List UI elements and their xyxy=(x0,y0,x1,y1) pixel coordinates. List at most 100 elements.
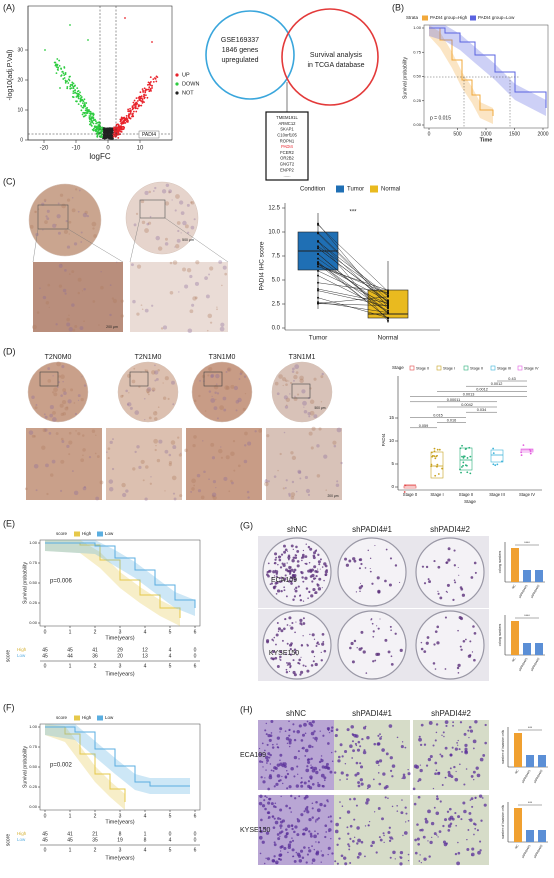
texture xyxy=(116,261,118,263)
texture xyxy=(291,370,295,373)
risk-count: 12 xyxy=(142,647,148,653)
cell xyxy=(320,850,322,852)
colony xyxy=(275,643,277,646)
cell xyxy=(349,837,352,840)
axis-line xyxy=(317,296,389,304)
point xyxy=(317,301,319,304)
colony xyxy=(294,650,296,653)
texture xyxy=(44,200,47,203)
cell xyxy=(428,855,431,858)
x-tick-label: 2 xyxy=(94,847,97,853)
cell xyxy=(355,761,359,765)
cell xyxy=(311,845,313,848)
x-tick-label: 0 xyxy=(44,813,47,819)
risk-count: 45 xyxy=(67,647,73,653)
cell xyxy=(344,862,348,866)
texture xyxy=(179,494,183,498)
colony xyxy=(317,560,321,564)
cell xyxy=(268,797,271,800)
cell xyxy=(405,812,408,815)
colony xyxy=(294,556,298,560)
texture xyxy=(211,494,215,498)
texture xyxy=(49,405,54,410)
cell xyxy=(259,829,263,834)
point xyxy=(106,131,109,134)
cell xyxy=(312,737,315,739)
texture xyxy=(60,412,64,417)
point xyxy=(129,112,132,115)
texture xyxy=(68,273,71,276)
cell xyxy=(288,738,292,743)
cell xyxy=(468,725,472,729)
colony xyxy=(353,639,357,643)
texture xyxy=(135,212,139,215)
legend-swatch xyxy=(470,15,476,21)
cell xyxy=(289,840,292,844)
point xyxy=(151,85,153,87)
point xyxy=(72,87,75,90)
cell xyxy=(360,782,364,786)
point xyxy=(62,78,65,80)
point xyxy=(112,133,115,136)
texture xyxy=(336,427,342,433)
y-tick-label: 15 xyxy=(389,415,395,420)
legend-title: score xyxy=(56,531,68,536)
point xyxy=(118,129,120,132)
gene-name: FCER2 xyxy=(280,150,294,155)
cell xyxy=(316,808,321,813)
colony xyxy=(301,553,305,557)
cell xyxy=(476,829,479,832)
colony xyxy=(462,639,466,643)
risk-count: 45 xyxy=(42,653,48,659)
texture xyxy=(111,297,115,300)
x-tick-label: 1 xyxy=(69,847,72,853)
gene-name: PADI4 xyxy=(281,144,293,149)
colony xyxy=(295,621,297,623)
texture xyxy=(178,200,184,205)
panel-label: (C) xyxy=(3,176,16,186)
cell xyxy=(267,815,271,819)
cell xyxy=(443,842,448,847)
texture xyxy=(147,221,152,225)
cell xyxy=(399,862,403,866)
x-tick-label: 3 xyxy=(119,629,122,635)
point xyxy=(146,96,149,99)
texture xyxy=(305,488,311,494)
cell xyxy=(285,828,288,831)
cell xyxy=(315,740,318,742)
colony xyxy=(425,565,429,569)
texture xyxy=(71,270,75,274)
point xyxy=(77,103,80,106)
texture xyxy=(309,387,312,390)
texture xyxy=(219,405,224,410)
cell xyxy=(463,732,467,736)
colony xyxy=(276,622,279,624)
gene-name: ARMC12 xyxy=(279,121,297,126)
colony xyxy=(274,569,277,571)
cell xyxy=(270,802,274,806)
texture xyxy=(66,406,69,409)
cell xyxy=(317,783,321,788)
cell xyxy=(402,834,404,837)
cell xyxy=(327,846,331,850)
cell xyxy=(295,784,300,788)
texture xyxy=(146,391,149,394)
cell xyxy=(267,811,271,815)
point xyxy=(149,87,152,90)
cell xyxy=(334,860,337,863)
colony xyxy=(310,568,315,572)
point xyxy=(132,110,135,113)
point xyxy=(93,127,95,130)
cell xyxy=(436,797,439,801)
point xyxy=(110,136,113,138)
texture xyxy=(72,328,76,332)
colony xyxy=(371,582,374,585)
point xyxy=(89,115,92,117)
point xyxy=(441,467,443,470)
risk-count: 45 xyxy=(42,647,48,653)
cell xyxy=(434,772,437,776)
cell xyxy=(271,746,275,749)
cell xyxy=(446,810,450,813)
texture xyxy=(190,225,195,230)
label-box xyxy=(138,130,160,139)
